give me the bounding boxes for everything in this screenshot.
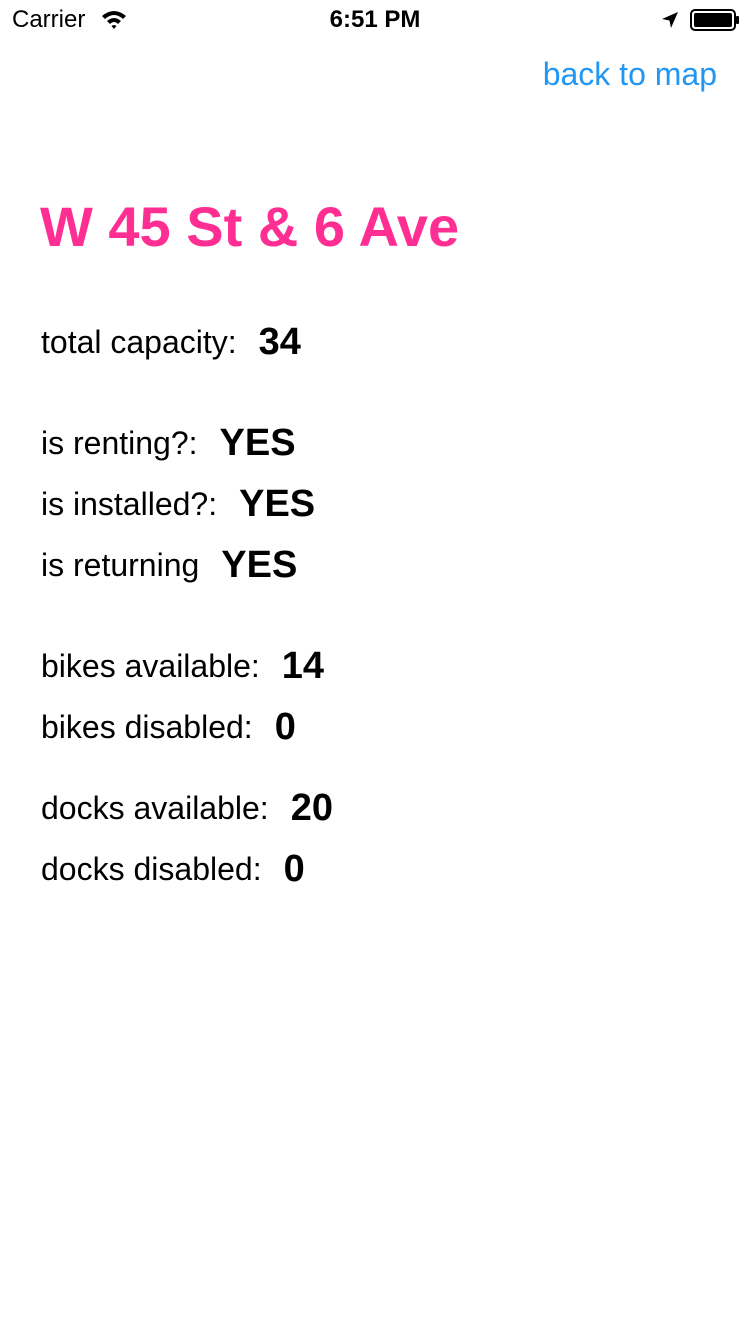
status-bar: Carrier 6:51 PM <box>0 0 750 40</box>
docks-disabled-label: docks disabled: <box>41 851 262 887</box>
is-returning-value: YES <box>221 544 298 586</box>
is-renting-label: is renting?: <box>41 425 198 461</box>
status-time: 6:51 PM <box>329 6 421 33</box>
bikes-disabled-label: bikes disabled: <box>41 709 253 745</box>
back-to-map-button[interactable]: back to map <box>542 56 717 92</box>
wifi-icon <box>102 11 126 29</box>
bikes-available-label: bikes available: <box>41 648 260 684</box>
total-capacity-value: 34 <box>258 321 301 363</box>
is-returning-row: is returning YES <box>41 541 297 589</box>
is-installed-row: is installed?: YES <box>41 480 315 528</box>
location-arrow-icon <box>662 12 678 28</box>
is-installed-value: YES <box>239 483 316 525</box>
bikes-available-value: 14 <box>281 645 325 687</box>
battery-icon <box>690 9 739 31</box>
bikes-disabled-row: bikes disabled: 0 <box>41 703 296 751</box>
docks-available-row: docks available: 20 <box>41 784 333 832</box>
docks-available-value: 20 <box>290 787 333 829</box>
docks-available-label: docks available: <box>41 790 269 826</box>
carrier-label: Carrier <box>12 6 86 33</box>
docks-disabled-value: 0 <box>283 848 305 890</box>
is-renting-value: YES <box>219 422 296 464</box>
is-returning-label: is returning <box>41 547 200 583</box>
bikes-available-row: bikes available: 14 <box>41 642 324 690</box>
bikes-disabled-value: 0 <box>274 706 296 748</box>
docks-disabled-row: docks disabled: 0 <box>41 845 305 893</box>
total-capacity-label: total capacity: <box>41 324 237 360</box>
total-capacity-row: total capacity: 34 <box>41 318 301 366</box>
is-renting-row: is renting?: YES <box>41 419 296 467</box>
is-installed-label: is installed?: <box>41 486 218 522</box>
station-title: W 45 St & 6 Ave <box>40 195 460 258</box>
